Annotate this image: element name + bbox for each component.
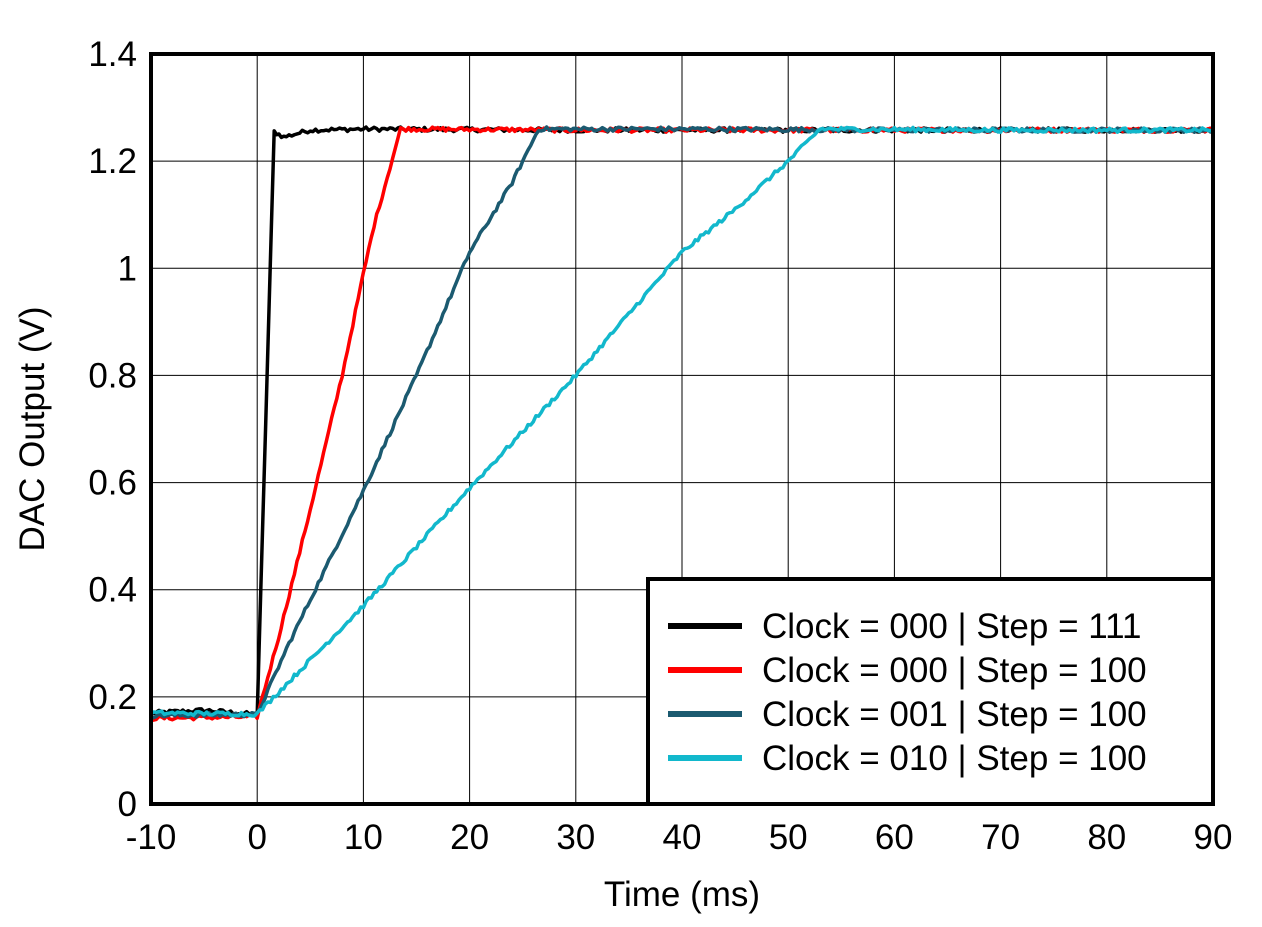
y-tick-label-0: 0	[118, 785, 137, 824]
legend-items: Clock = 000 | Step = 111 Clock = 000 | St…	[668, 607, 1147, 778]
y-tick-label-7: 1.4	[88, 35, 137, 74]
x-tick-label-5: 40	[663, 818, 702, 857]
y-axis-label: DAC Output (V)	[13, 306, 52, 551]
y-tick-label-4: 0.8	[88, 356, 137, 395]
x-tick-label-4: 30	[556, 818, 595, 857]
x-tick-labels: -10 0 10 20 30 40 50 60 70 80 90	[126, 818, 1233, 857]
y-tick-label-6: 1.2	[88, 142, 137, 181]
legend-box	[646, 577, 1215, 806]
x-tick-label-8: 70	[981, 818, 1020, 857]
legend-label-3: Clock = 010 | Step = 100	[762, 739, 1147, 778]
x-tick-label-6: 50	[769, 818, 808, 857]
y-tick-labels: 0 0.2 0.4 0.6 0.8 1 1.2 1.4	[88, 35, 137, 824]
y-tick-label-5: 1	[118, 249, 137, 288]
legend: Clock = 000 | Step = 111 Clock = 000 | St…	[646, 577, 1215, 806]
x-tick-label-9: 80	[1087, 818, 1126, 857]
x-tick-label-7: 60	[875, 818, 914, 857]
x-tick-label-1: 0	[247, 818, 266, 857]
y-tick-label-3: 0.6	[88, 464, 137, 503]
legend-label-2: Clock = 001 | Step = 100	[762, 695, 1147, 734]
series-layer	[149, 125, 1215, 722]
x-axis-label: Time (ms)	[604, 875, 760, 914]
y-tick-label-1: 0.2	[88, 678, 137, 717]
x-tick-label-0: -10	[126, 818, 177, 857]
legend-label-0: Clock = 000 | Step = 111	[762, 607, 1141, 646]
x-tick-label-2: 10	[344, 818, 383, 857]
series-line-3	[149, 125, 1215, 718]
x-tick-label-10: 90	[1194, 818, 1233, 857]
x-tick-label-3: 20	[450, 818, 489, 857]
legend-label-1: Clock = 000 | Step = 100	[762, 651, 1147, 690]
y-tick-label-2: 0.4	[88, 571, 137, 610]
